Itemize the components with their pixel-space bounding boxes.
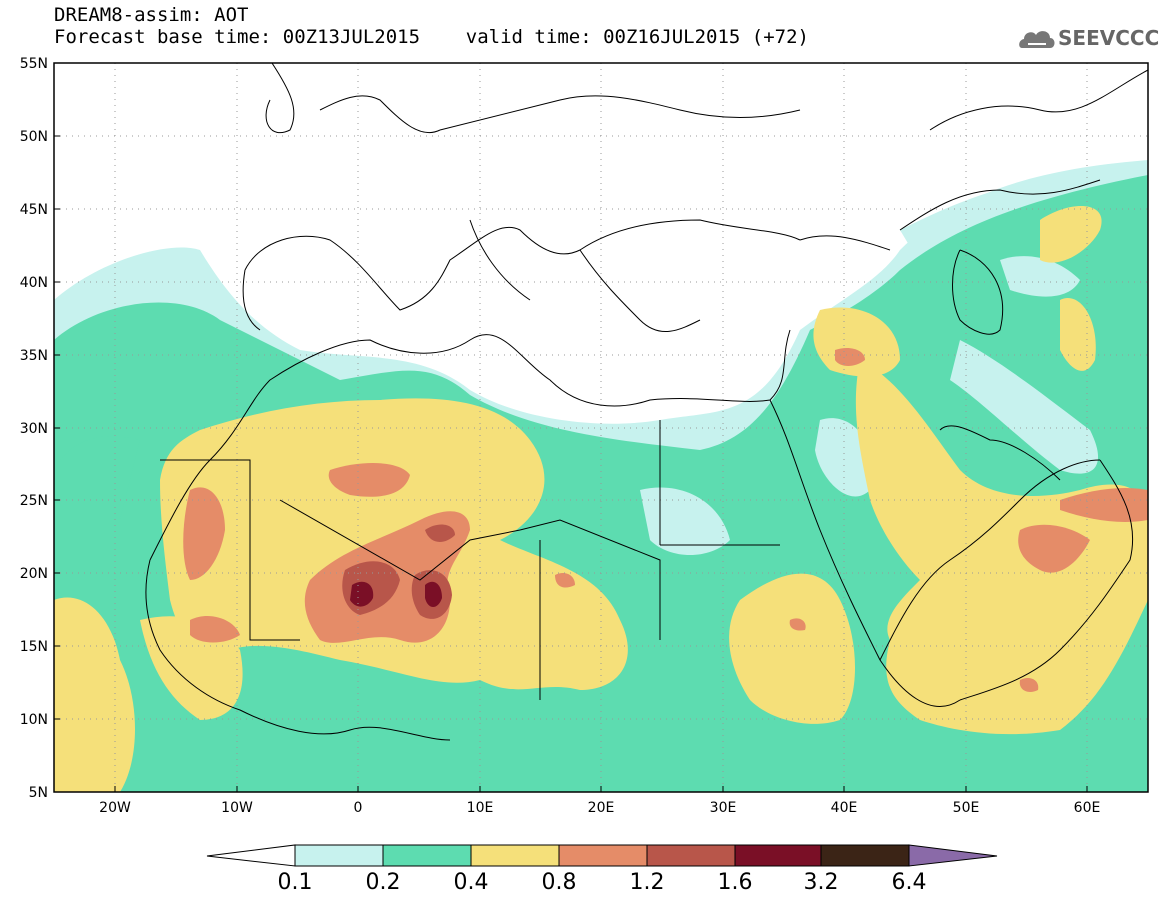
lat-label: 5N (29, 785, 48, 801)
colorbar-segment (470, 844, 560, 867)
lat-label: 55N (20, 56, 48, 72)
aot-field (54, 63, 1148, 792)
lat-label: 40N (20, 275, 48, 291)
latitude-labels: 55N 50N 45N 40N 35N 30N 25N 20N 15N 10N … (20, 56, 48, 801)
colorbar-segment (820, 844, 910, 867)
lon-label: 40E (831, 800, 858, 816)
colorbar-segment (558, 844, 648, 867)
colorbar-label: 0.8 (541, 870, 577, 895)
colorbar-label: 0.1 (277, 870, 313, 895)
longitude-labels: 20W 10W 0 10E 20E 30E 40E 50E 60E (99, 800, 1100, 816)
colorbar-segment (382, 844, 472, 867)
lat-label: 10N (20, 712, 48, 728)
lon-label: 10E (467, 800, 494, 816)
forecast-time-line: Forecast base time: 00Z13JUL2015 valid t… (54, 26, 809, 48)
colorbar-label: 3.2 (803, 870, 839, 895)
colorbar-segment (734, 844, 822, 867)
colorbar-label: 1.2 (629, 870, 665, 895)
colorbar-over-arrow (908, 844, 998, 867)
colorbar-segment (294, 844, 384, 867)
colorbar-label: 1.6 (717, 870, 753, 895)
colorbar-under-arrow (206, 844, 296, 867)
colorbar (206, 844, 998, 867)
lat-label: 45N (20, 202, 48, 218)
lat-label: 15N (20, 639, 48, 655)
lon-label: 0 (354, 800, 363, 816)
lon-label: 20E (588, 800, 615, 816)
lon-label: 10W (221, 800, 253, 816)
colorbar-label: 6.4 (891, 870, 927, 895)
lat-label: 30N (20, 421, 48, 437)
lat-label: 35N (20, 348, 48, 364)
lon-label: 20W (99, 800, 131, 816)
map-title: DREAM8-assim: AOT (54, 4, 249, 26)
logo-text: SEEVCCC (1058, 26, 1160, 50)
cloud-icon (1019, 31, 1055, 48)
lon-label: 50E (953, 800, 980, 816)
coastlines (145, 63, 1148, 741)
colorbar-label: 0.2 (365, 870, 401, 895)
colorbar-label: 0.4 (453, 870, 489, 895)
lat-label: 50N (20, 129, 48, 145)
lon-label: 30E (710, 800, 737, 816)
lat-label: 25N (20, 493, 48, 509)
colorbar-segment (646, 844, 736, 867)
lat-label: 20N (20, 566, 48, 582)
lon-label: 60E (1074, 800, 1101, 816)
